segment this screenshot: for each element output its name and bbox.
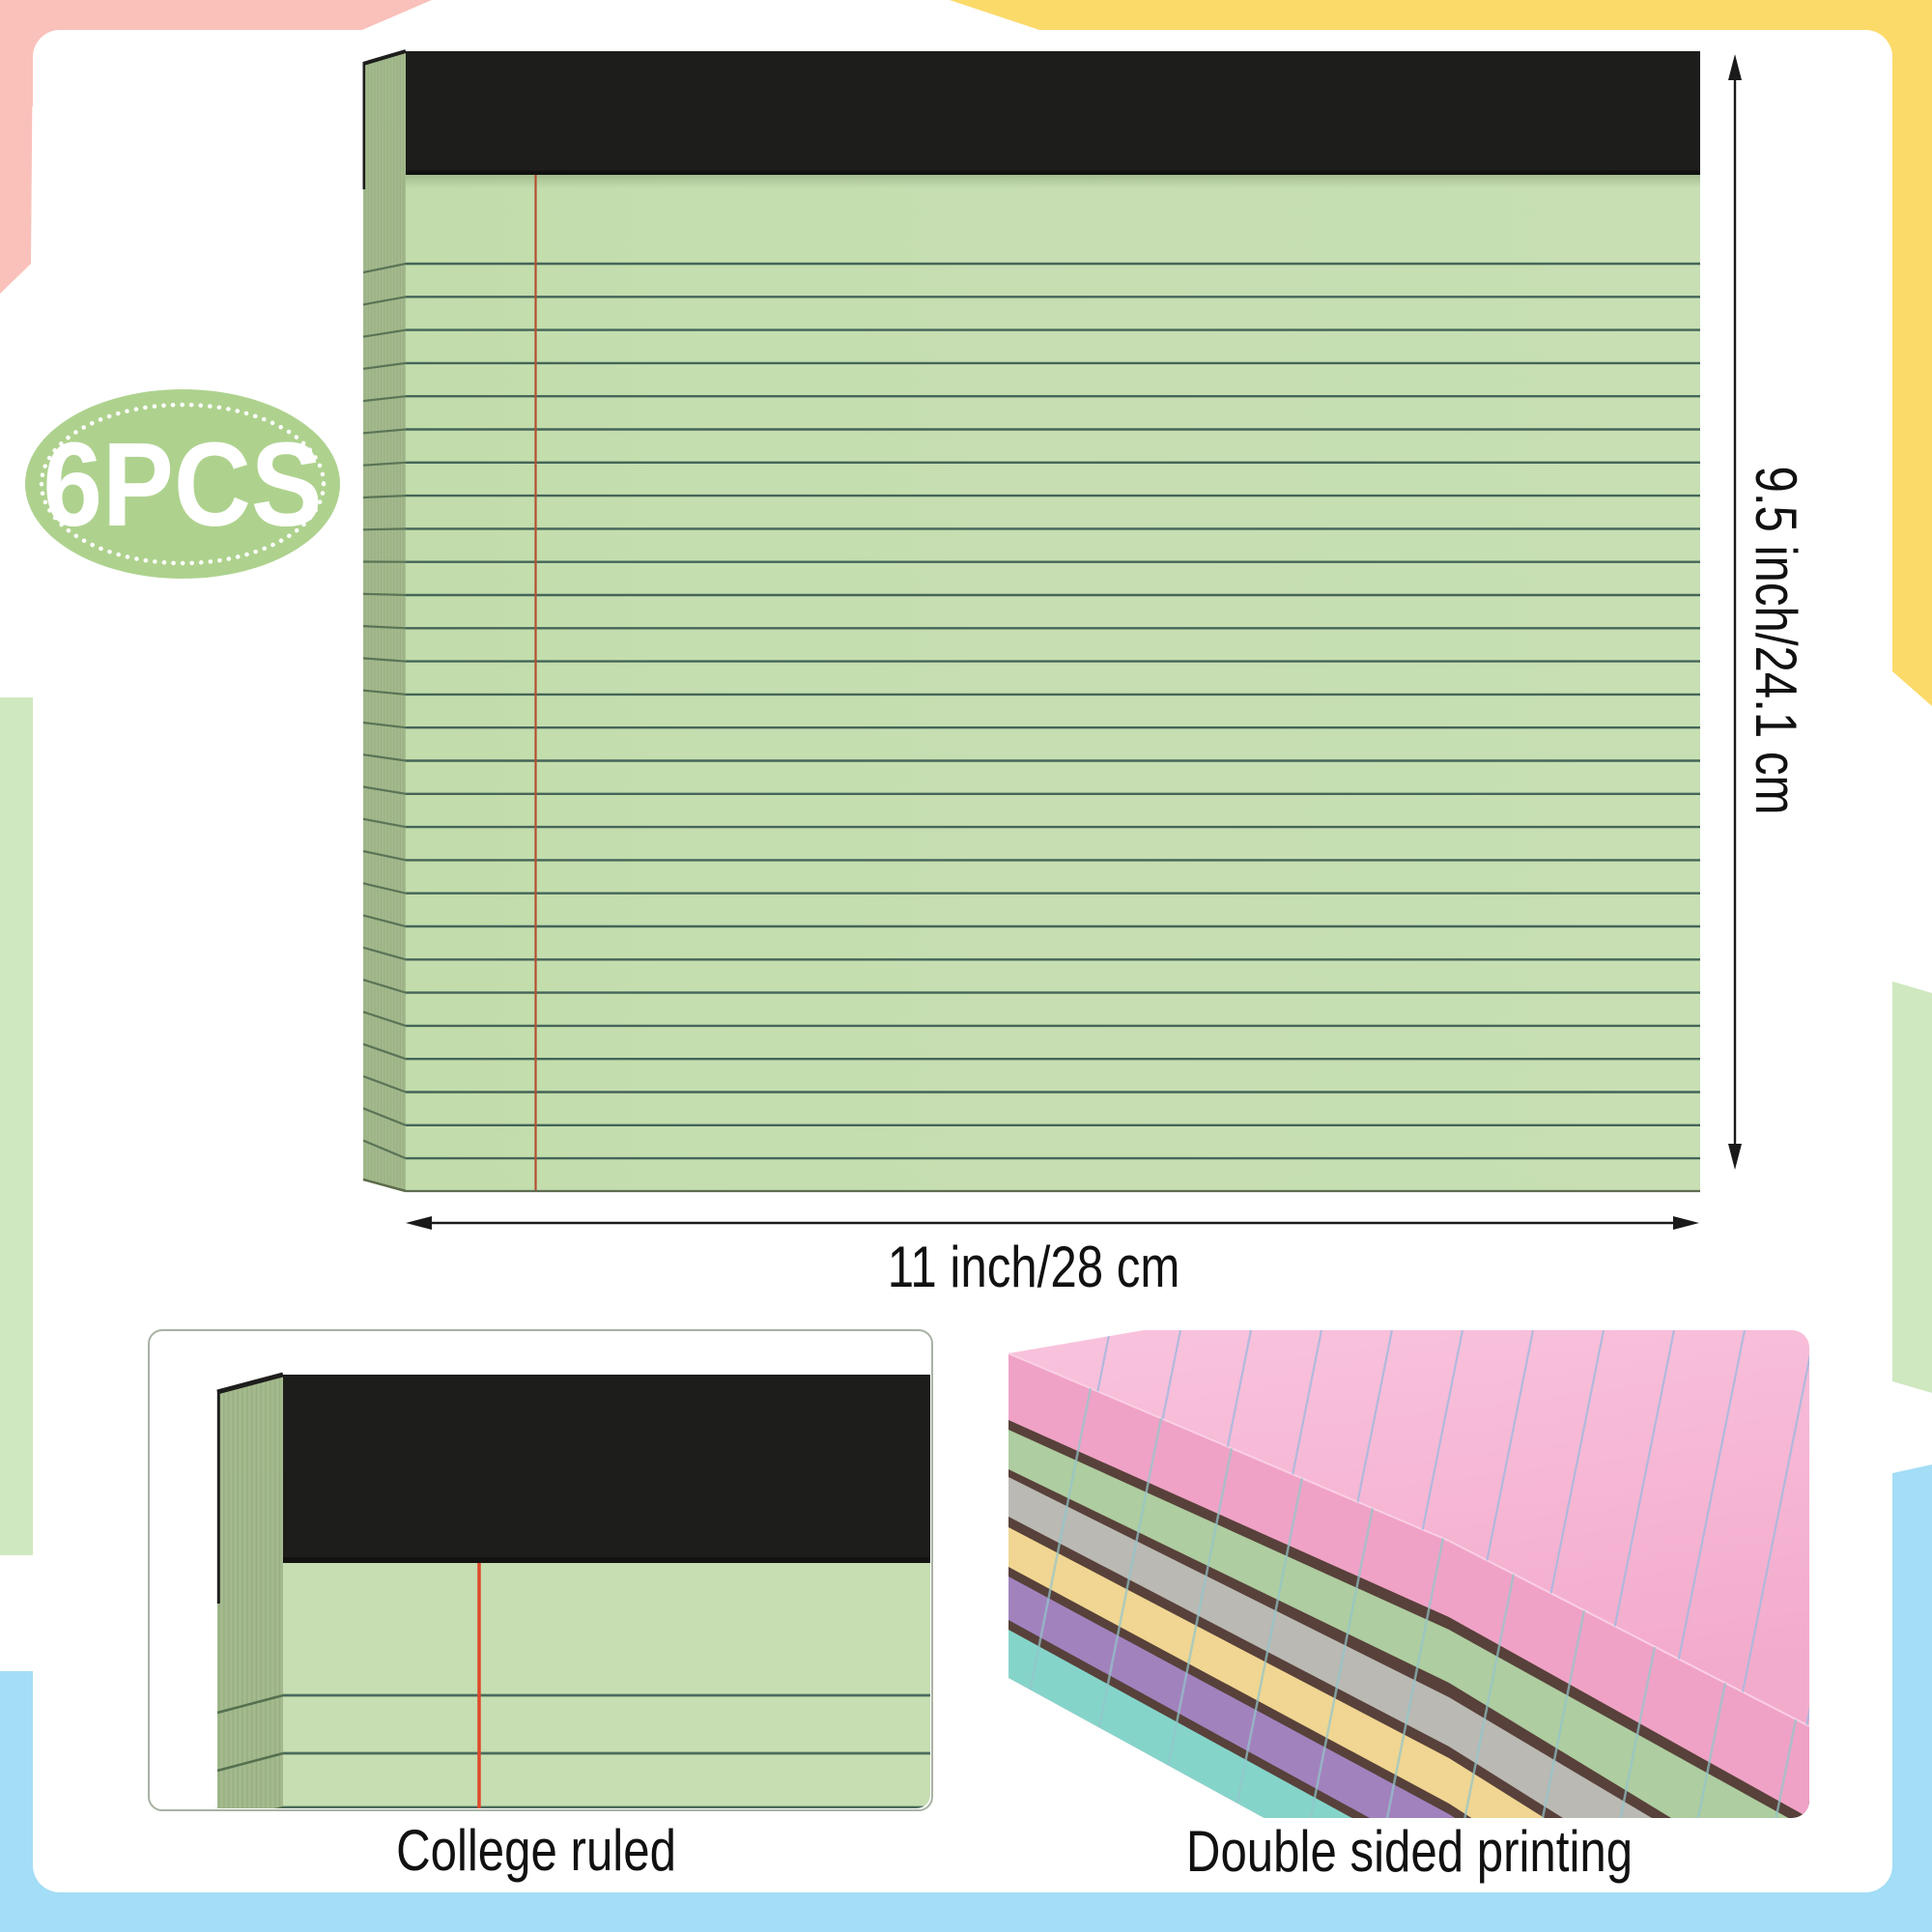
svg-text:11 inch/28 cm: 11 inch/28 cm	[888, 1234, 1180, 1299]
svg-text:9.5 inch/24.1 cm: 9.5 inch/24.1 cm	[1744, 467, 1809, 815]
svg-text:Double sided printing: Double sided printing	[1186, 1818, 1633, 1884]
svg-text:College ruled: College ruled	[396, 1817, 676, 1883]
svg-text:6PCS: 6PCS	[43, 418, 322, 552]
